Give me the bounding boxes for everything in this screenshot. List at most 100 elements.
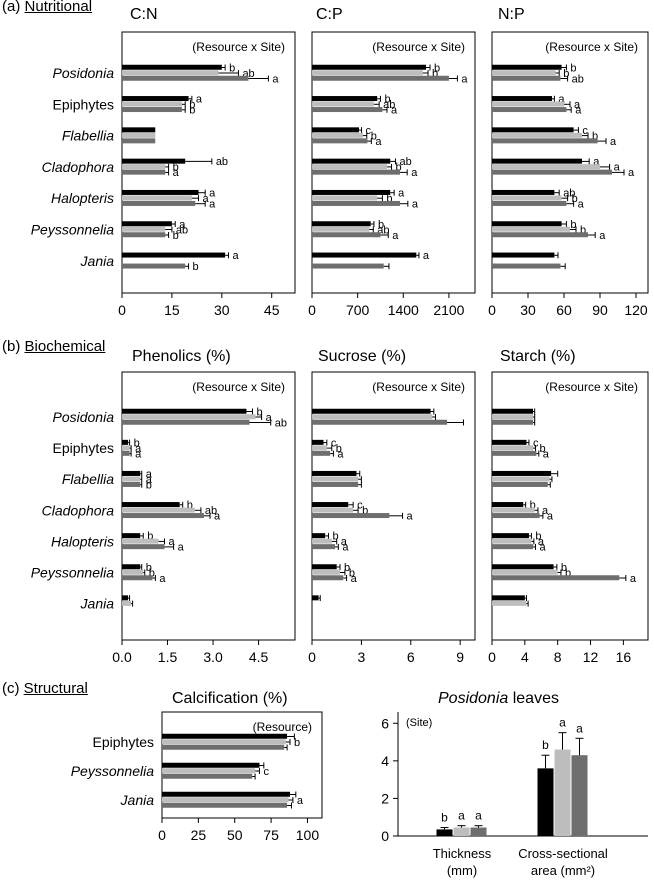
annotation-p1: (Resource x Site): [372, 40, 465, 54]
significance-letter-p1: b: [386, 193, 392, 205]
significance-letter-p4: b: [349, 567, 355, 579]
significance-letter-p1: c: [366, 125, 372, 137]
significance-letter-p2: a: [575, 105, 582, 117]
bar-p1-s2: [312, 138, 368, 144]
bar-p5-s1: [492, 538, 532, 544]
significance-letter-p0: b: [193, 261, 199, 273]
bar-p7-s1: [554, 749, 571, 836]
bar-p3-s2: [122, 481, 141, 487]
x-tick-label-p2: 30: [520, 302, 536, 318]
bar-p2-s1: [492, 164, 600, 170]
bar-p0-s2: [122, 107, 182, 113]
x-tick-label-p0: 45: [264, 302, 280, 318]
bar-p1-s2: [312, 75, 449, 81]
bar-p4-s2: [312, 419, 448, 425]
bar-p1-s2: [312, 232, 381, 238]
significance-letter-p0: a: [173, 167, 180, 179]
significance-letter-p4: a: [341, 536, 348, 548]
bar-p1-s0: [312, 221, 371, 227]
bar-p0-s2: [122, 200, 196, 206]
bar-p2-s1: [492, 195, 562, 201]
y-category-label-p0: Epiphytes: [53, 96, 114, 112]
significance-letter-p3: a: [178, 542, 185, 554]
significance-letter-p4: b: [336, 443, 342, 455]
significance-letter-p4: c: [331, 437, 337, 449]
bar-p5-s0: [492, 564, 554, 570]
significance-letter-p0: b: [173, 230, 179, 242]
significance-letter-p0: a: [196, 94, 203, 106]
significance-letter-p5: a: [547, 511, 554, 523]
significance-letter-p5: b: [565, 567, 571, 579]
significance-letter-p2: b: [570, 219, 576, 231]
bar-p3-s1: [122, 600, 132, 606]
significance-letter-p3: a: [159, 573, 166, 585]
x-tick-label-p3: 0.0: [112, 649, 132, 665]
annotation-p6: (Resource): [253, 720, 312, 734]
significance-letter-p4: b: [362, 505, 368, 517]
bar-p6-s0: [162, 762, 260, 768]
bar-p6-s2: [162, 744, 285, 750]
bar-p7-s1: [453, 827, 470, 836]
bar-p2-s2: [492, 263, 561, 269]
annotation-p7: (Site): [406, 717, 432, 729]
significance-letter-p7: b: [441, 811, 448, 825]
bar-p2-s2: [492, 169, 612, 175]
bar-p5-s0: [492, 408, 534, 414]
bar-p2-s0: [492, 252, 555, 258]
bar-p4-s1: [312, 538, 332, 544]
significance-letter-p2: b: [592, 130, 598, 142]
significance-letter-p2: a: [610, 136, 617, 148]
panel-title-cp: C:P: [316, 6, 343, 23]
x-tick-label-p1: 1400: [388, 302, 419, 318]
bar-p6-s2: [162, 773, 253, 779]
significance-letter-p1: a: [423, 250, 430, 262]
x-tick-label-p1: 700: [346, 302, 370, 318]
significance-letter-p2: b: [580, 224, 586, 236]
bar-p4-s2: [312, 450, 331, 456]
significance-letter-p5: b: [535, 531, 541, 543]
bar-p4-s1: [312, 569, 340, 575]
bar-p2-s0: [492, 96, 552, 102]
significance-letter-p4: b: [344, 562, 350, 574]
significance-letter-p1: a: [412, 198, 419, 210]
bar-p4-s0: [312, 533, 326, 539]
bar-p2-s1: [492, 101, 564, 107]
bar-p1-s1: [312, 195, 378, 201]
significance-letter-p2: ab: [572, 73, 584, 85]
bar-p0-s2: [122, 138, 156, 144]
y-category-label-p0: Jania: [80, 253, 115, 269]
bar-p6-s1: [162, 797, 289, 803]
x-tick-label-p2: 120: [624, 302, 648, 318]
bar-p1-s1: [312, 101, 374, 107]
significance-letter-p3: a: [135, 443, 142, 455]
bar-p0-s1: [122, 226, 166, 232]
bar-p0-s0: [122, 127, 156, 133]
significance-letter-p1: b: [384, 94, 390, 106]
x-tick-label-p0: 15: [164, 302, 180, 318]
bar-p1-s1: [312, 132, 363, 138]
bar-p0-s1: [122, 132, 156, 138]
significance-letter-p1: a: [461, 73, 468, 85]
y-category-label-p6: Jania: [120, 792, 155, 808]
x-tick-label-p2: 60: [556, 302, 572, 318]
y-category-label-p3: Epiphytes: [53, 440, 114, 456]
significance-letter-p6: b: [294, 737, 300, 749]
significance-letter-p3: a: [146, 474, 153, 486]
bar-p5-s2: [492, 450, 537, 456]
bar-p7-s0: [537, 768, 554, 836]
significance-letter-p4: a: [337, 448, 344, 460]
bar-p4-s0: [312, 470, 357, 476]
y-category-label-p3: Cladophora: [42, 502, 115, 518]
significance-letter-p1: b: [371, 130, 377, 142]
bar-p1-s0: [312, 252, 417, 258]
significance-letter-p1: b: [378, 219, 384, 231]
significance-letter-p1: ab: [383, 99, 395, 111]
y-category-label-p3: Halopteris: [51, 533, 114, 549]
significance-letter-p1: b: [434, 62, 440, 74]
significance-letter-p3: b: [134, 437, 140, 449]
bar-p5-s1: [492, 507, 535, 513]
x-tick-label-p6: 25: [191, 827, 207, 843]
y-category-label-p3: Flabellia: [62, 471, 114, 487]
significance-letter-p3: a: [146, 468, 153, 480]
